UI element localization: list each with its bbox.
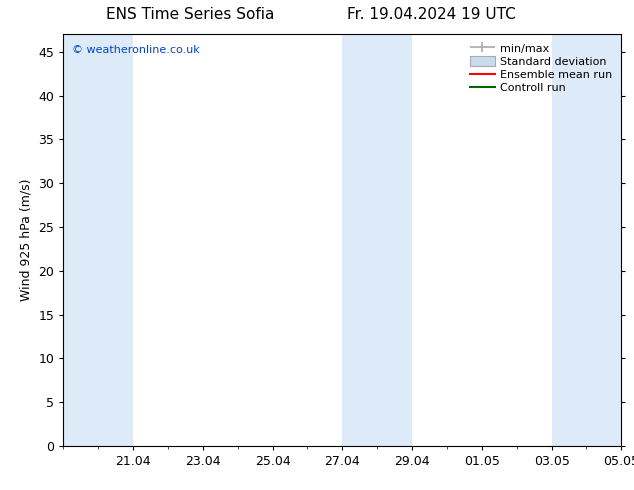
Bar xyxy=(552,34,621,446)
Y-axis label: Wind 925 hPa (m/s): Wind 925 hPa (m/s) xyxy=(20,179,33,301)
Bar xyxy=(63,34,98,446)
Bar xyxy=(342,34,377,446)
Text: Fr. 19.04.2024 19 UTC: Fr. 19.04.2024 19 UTC xyxy=(347,7,515,23)
Legend: min/max, Standard deviation, Ensemble mean run, Controll run: min/max, Standard deviation, Ensemble me… xyxy=(467,40,616,97)
Text: ENS Time Series Sofia: ENS Time Series Sofia xyxy=(106,7,275,23)
Bar xyxy=(98,34,133,446)
Text: © weatheronline.co.uk: © weatheronline.co.uk xyxy=(72,45,200,54)
Bar xyxy=(377,34,412,446)
